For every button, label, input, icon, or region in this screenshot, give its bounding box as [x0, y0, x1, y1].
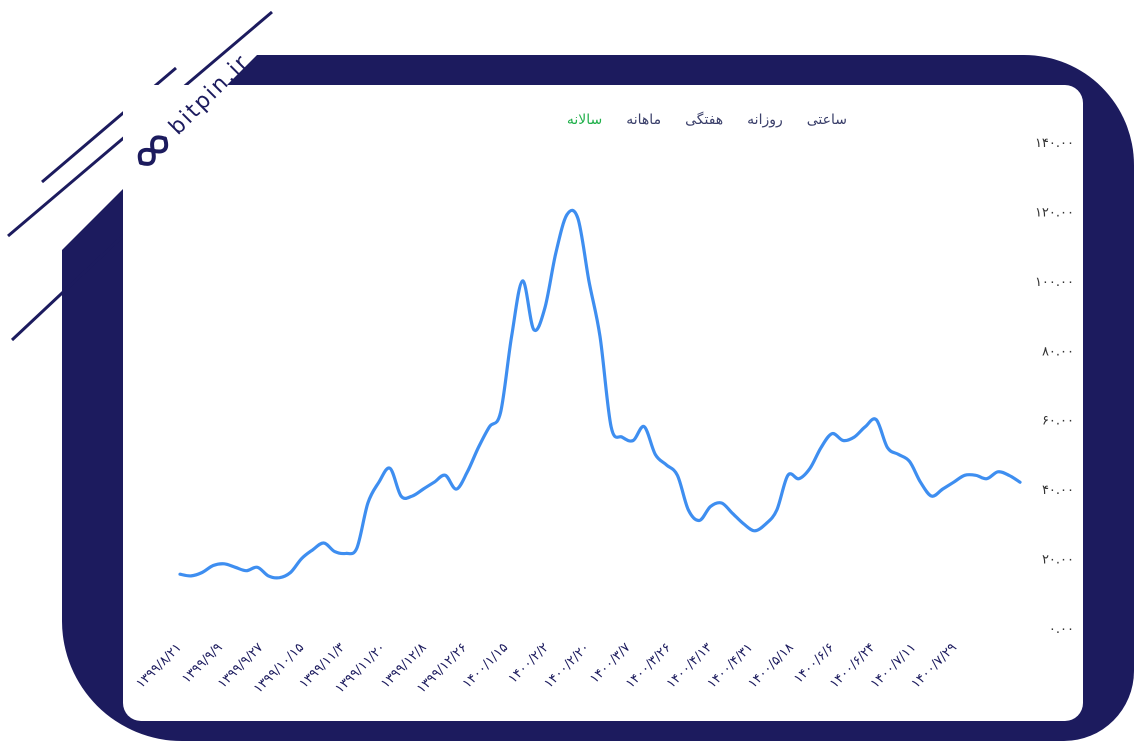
price-series-line: [178, 208, 1022, 580]
x-tick-label: ۱۴۰۰/۲/۲۰: [541, 640, 592, 691]
x-tick-label: ۱۴۰۰/۱/۱۵: [460, 640, 511, 691]
tab-0[interactable]: ساعتی: [806, 112, 847, 128]
y-tick-label: ۲۰.۰۰: [1042, 553, 1074, 568]
x-axis: ۱۳۹۹/۸/۲۱۱۳۹۹/۹/۹۱۳۹۹/۹/۲۷۱۳۹۹/۱۰/۱۵۱۳۹۹…: [133, 640, 960, 696]
y-tick-label: ۶۰.۰۰: [1042, 414, 1074, 429]
x-tick-label: ۱۳۹۹/۸/۲۱: [133, 640, 184, 691]
y-tick-label: ۱۰۰.۰۰: [1035, 275, 1074, 290]
y-tick-label: ۴۰.۰۰: [1042, 483, 1074, 498]
chart-panel: [123, 85, 1083, 721]
timeframe-tabs: ساعتی روزانه هفتگی ماهانه سالانه: [567, 112, 847, 128]
brand[interactable]: bitpin.ir: [130, 49, 255, 174]
y-tick-label: ۱۴۰.۰۰: [1035, 136, 1074, 151]
tab-4[interactable]: سالانه: [566, 112, 603, 128]
x-tick-label: ۱۴۰۰/۷/۲۹: [909, 640, 960, 691]
bitpin-logo-icon: [137, 135, 169, 166]
tab-2[interactable]: هفتگی: [685, 112, 724, 128]
tab-1[interactable]: روزانه: [747, 112, 783, 128]
y-axis: ۰.۰۰ ۲۰.۰۰ ۴۰.۰۰ ۶۰.۰۰ ۸۰.۰۰ ۱۰۰.۰۰ ۱۲۰.۰۰ ۱۴۰.…: [1035, 136, 1074, 637]
x-tick-label: ۱۴۰۰/۵/۱۸: [745, 640, 796, 691]
y-tick-label: ۸۰.۰۰: [1042, 344, 1074, 359]
y-tick-label: ۰.۰۰: [1049, 622, 1074, 637]
y-tick-label: ۱۲۰.۰۰: [1035, 205, 1074, 220]
tab-3[interactable]: ماهانه: [626, 112, 662, 128]
